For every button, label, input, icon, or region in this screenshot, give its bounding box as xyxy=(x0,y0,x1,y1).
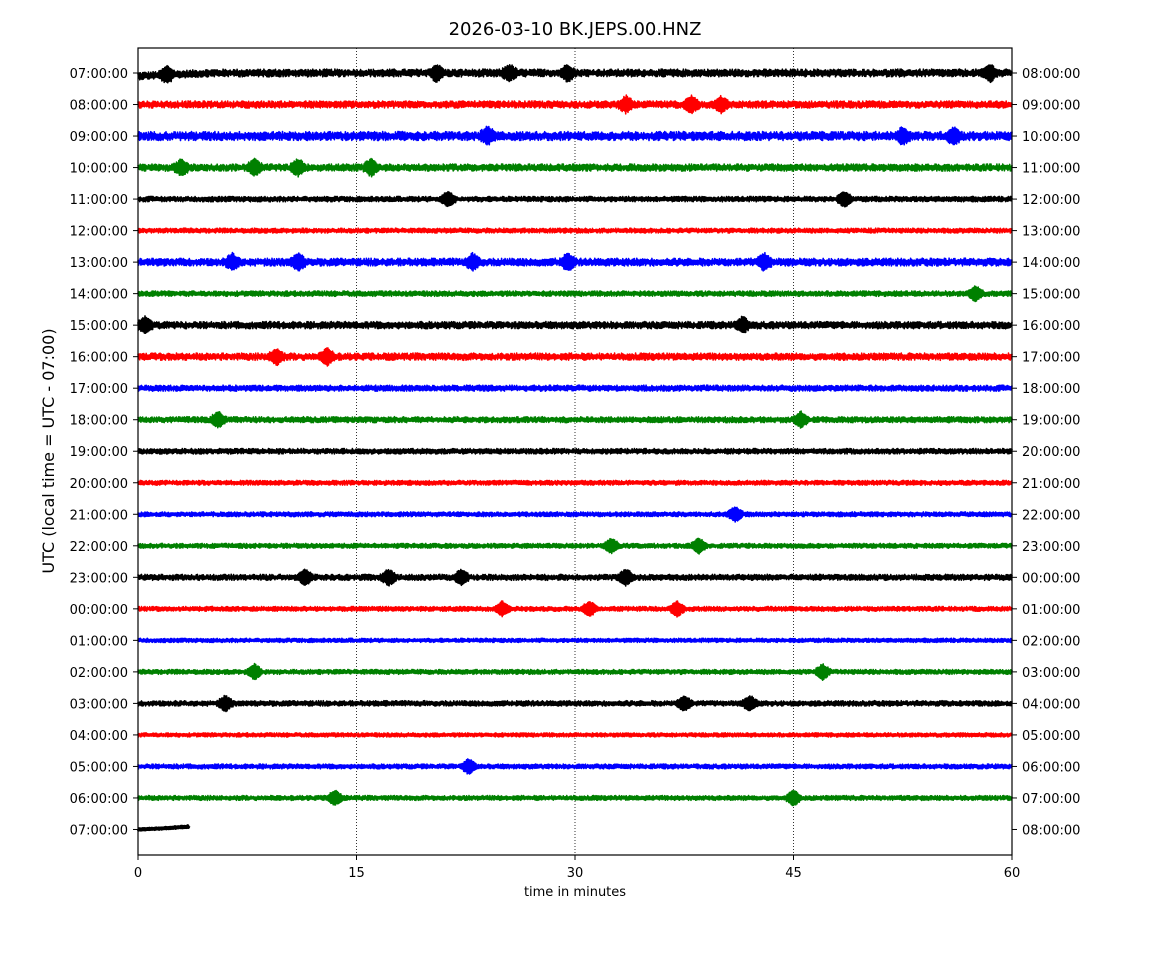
trace-row xyxy=(137,662,1013,682)
y-tick-label-left: 07:00:00 xyxy=(70,823,128,838)
trace-row xyxy=(137,94,1013,115)
y-tick-label-right: 00:00:00 xyxy=(1022,571,1080,586)
trace-row xyxy=(137,694,1013,713)
trace-row xyxy=(137,758,1013,775)
x-tick-label: 15 xyxy=(348,866,365,881)
x-tick-label: 45 xyxy=(785,866,802,881)
trace-row xyxy=(137,537,1013,555)
trace-row xyxy=(137,125,1013,146)
x-ticks: 0 15 30 45 60 xyxy=(134,855,1020,881)
y-tick-label-right: 02:00:00 xyxy=(1022,634,1080,649)
y-tick-label-left: 13:00:00 xyxy=(70,256,128,271)
y-tick-label-left: 05:00:00 xyxy=(70,760,128,775)
y-tick-label-right: 22:00:00 xyxy=(1022,508,1080,523)
y-tick-label-right: 07:00:00 xyxy=(1022,792,1080,807)
y-tick-label-right: 18:00:00 xyxy=(1022,382,1080,397)
y-tick-label-right: 23:00:00 xyxy=(1022,540,1080,555)
y-ticks: 07:00:00 08:00:00 08:00:00 09:00:00 09:00:00… xyxy=(70,67,1081,838)
y-tick-label-left: 20:00:00 xyxy=(70,477,128,492)
y-tick-label-right: 03:00:00 xyxy=(1022,666,1080,681)
y-tick-label-left: 22:00:00 xyxy=(70,540,128,555)
y-tick-label-left: 14:00:00 xyxy=(70,288,128,303)
x-axis-label: time in minutes xyxy=(524,885,626,900)
y-tick-label-right: 10:00:00 xyxy=(1022,130,1080,145)
x-tick-label: 60 xyxy=(1004,866,1021,881)
trace-row xyxy=(137,251,1013,272)
x-tick-label: 0 xyxy=(134,866,142,881)
y-tick-label-left: 07:00:00 xyxy=(70,67,128,82)
trace-row xyxy=(137,227,1013,234)
y-tick-label-left: 04:00:00 xyxy=(70,729,128,744)
y-tick-label-right: 04:00:00 xyxy=(1022,697,1080,712)
y-tick-label-right: 09:00:00 xyxy=(1022,99,1080,114)
y-tick-label-right: 16:00:00 xyxy=(1022,319,1080,334)
y-tick-label-left: 11:00:00 xyxy=(70,193,128,208)
y-tick-label-left: 17:00:00 xyxy=(70,382,128,397)
trace-row xyxy=(137,285,1013,303)
y-tick-label-right: 13:00:00 xyxy=(1022,225,1080,240)
trace-row xyxy=(137,789,1013,807)
y-tick-label-right: 21:00:00 xyxy=(1022,477,1080,492)
y-tick-label-left: 23:00:00 xyxy=(70,571,128,586)
trace-row xyxy=(136,824,191,832)
trace-row xyxy=(137,600,1013,618)
y-tick-label-right: 06:00:00 xyxy=(1022,760,1080,775)
y-tick-label-left: 10:00:00 xyxy=(70,162,128,177)
y-tick-label-right: 08:00:00 xyxy=(1022,823,1080,838)
trace-row xyxy=(137,447,1013,455)
y-tick-label-right: 15:00:00 xyxy=(1022,288,1080,303)
trace-row xyxy=(137,410,1013,429)
y-tick-label-left: 15:00:00 xyxy=(70,319,128,334)
y-axis-label: UTC (local time = UTC - 07:00) xyxy=(39,328,58,573)
y-tick-label-left: 09:00:00 xyxy=(70,130,128,145)
y-tick-label-left: 12:00:00 xyxy=(70,225,128,240)
trace-row xyxy=(137,731,1013,738)
y-tick-label-left: 06:00:00 xyxy=(70,792,128,807)
trace-row xyxy=(137,315,1013,335)
y-tick-label-left: 21:00:00 xyxy=(70,508,128,523)
y-tick-label-right: 20:00:00 xyxy=(1022,445,1080,460)
trace-row xyxy=(137,479,1013,487)
trace-row xyxy=(137,190,1013,208)
y-tick-label-right: 11:00:00 xyxy=(1022,162,1080,177)
y-tick-label-left: 18:00:00 xyxy=(70,414,128,429)
trace-row xyxy=(137,384,1013,393)
trace-row xyxy=(137,157,1013,178)
trace-row xyxy=(137,64,1013,84)
trace-row xyxy=(137,637,1013,644)
y-tick-label-right: 19:00:00 xyxy=(1022,414,1080,429)
trace-row xyxy=(137,568,1013,587)
y-tick-label-right: 05:00:00 xyxy=(1022,729,1080,744)
y-tick-label-right: 17:00:00 xyxy=(1022,351,1080,366)
y-tick-label-left: 01:00:00 xyxy=(70,634,128,649)
chart-title: 2026-03-10 BK.JEPS.00.HNZ xyxy=(449,19,702,40)
y-tick-label-right: 12:00:00 xyxy=(1022,193,1080,208)
y-tick-label-right: 01:00:00 xyxy=(1022,603,1080,618)
y-tick-label-left: 16:00:00 xyxy=(70,351,128,366)
trace-row xyxy=(137,347,1013,367)
y-tick-label-right: 08:00:00 xyxy=(1022,67,1080,82)
traces xyxy=(136,64,1013,832)
trace-row xyxy=(137,506,1013,523)
y-tick-label-right: 14:00:00 xyxy=(1022,256,1080,271)
y-tick-label-left: 03:00:00 xyxy=(70,697,128,712)
y-tick-label-left: 19:00:00 xyxy=(70,445,128,460)
y-tick-label-left: 08:00:00 xyxy=(70,99,128,114)
grid-lines xyxy=(356,48,794,855)
x-tick-label: 30 xyxy=(567,866,584,881)
y-tick-label-left: 02:00:00 xyxy=(70,666,128,681)
y-tick-label-left: 00:00:00 xyxy=(70,603,128,618)
